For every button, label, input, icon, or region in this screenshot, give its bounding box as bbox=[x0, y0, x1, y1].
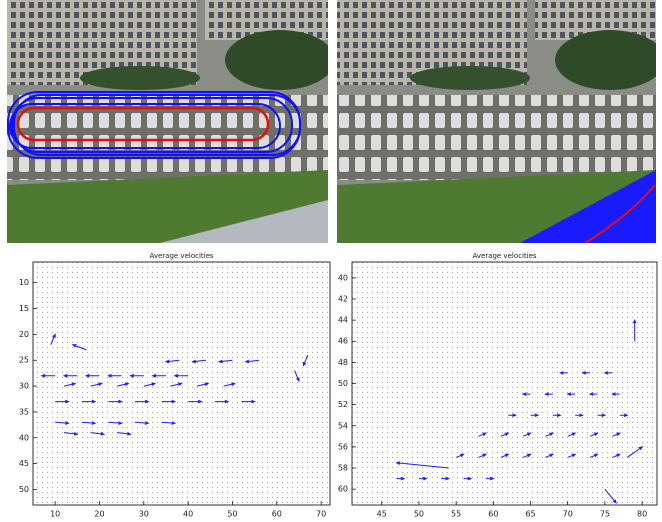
photo-left bbox=[7, 0, 335, 243]
y-tick-label: 10 bbox=[19, 278, 29, 287]
y-tick-label: 35 bbox=[19, 407, 29, 416]
y-tick-label: 25 bbox=[19, 356, 29, 365]
x-tick-label: 70 bbox=[316, 510, 326, 519]
plots: Average velocities 10 20 30 40 50 60 70 10 15 20 25… bbox=[19, 252, 657, 518]
y-tick-label: 20 bbox=[19, 330, 29, 339]
plot-area bbox=[352, 262, 657, 505]
x-tick-label: 50 bbox=[227, 510, 237, 519]
x-tick-label: 60 bbox=[488, 510, 498, 519]
figure: Average velocities 10 20 30 40 50 60 70 10 15 20 25… bbox=[0, 0, 662, 518]
y-tick-label: 46 bbox=[338, 337, 348, 346]
y-tick-label: 58 bbox=[338, 464, 348, 473]
x-tick-label: 50 bbox=[414, 510, 424, 519]
x-tick-label: 65 bbox=[525, 510, 535, 519]
y-tick-label: 30 bbox=[19, 382, 29, 391]
y-tick-label: 50 bbox=[338, 379, 348, 388]
y-tick-label: 52 bbox=[338, 400, 348, 409]
x-tick-label: 55 bbox=[451, 510, 461, 519]
plot-title: Average velocities bbox=[149, 252, 213, 260]
x-tick-label: 45 bbox=[377, 510, 387, 519]
plot-title: Average velocities bbox=[472, 252, 536, 260]
y-tick-label: 15 bbox=[19, 304, 29, 313]
x-tick-label: 20 bbox=[94, 510, 104, 519]
y-tick-label: 45 bbox=[19, 459, 29, 468]
x-tick-label: 10 bbox=[50, 510, 60, 519]
y-tick-label: 40 bbox=[338, 273, 348, 282]
photo-right bbox=[337, 0, 662, 243]
y-tick-label: 44 bbox=[338, 316, 348, 325]
y-tick-label: 50 bbox=[19, 485, 29, 494]
y-tick-label: 60 bbox=[338, 485, 348, 494]
x-tick-label: 60 bbox=[272, 510, 282, 519]
x-tick-label: 40 bbox=[183, 510, 193, 519]
x-tick-label: 30 bbox=[139, 510, 149, 519]
y-tick-label: 54 bbox=[338, 421, 348, 430]
y-tick-label: 48 bbox=[338, 358, 348, 367]
y-tick-label: 40 bbox=[19, 433, 29, 442]
y-tick-label: 56 bbox=[338, 442, 348, 451]
x-tick-label: 80 bbox=[637, 510, 647, 519]
y-tick-label: 42 bbox=[338, 294, 348, 303]
x-tick-label: 75 bbox=[600, 510, 610, 519]
x-tick-label: 70 bbox=[563, 510, 573, 519]
